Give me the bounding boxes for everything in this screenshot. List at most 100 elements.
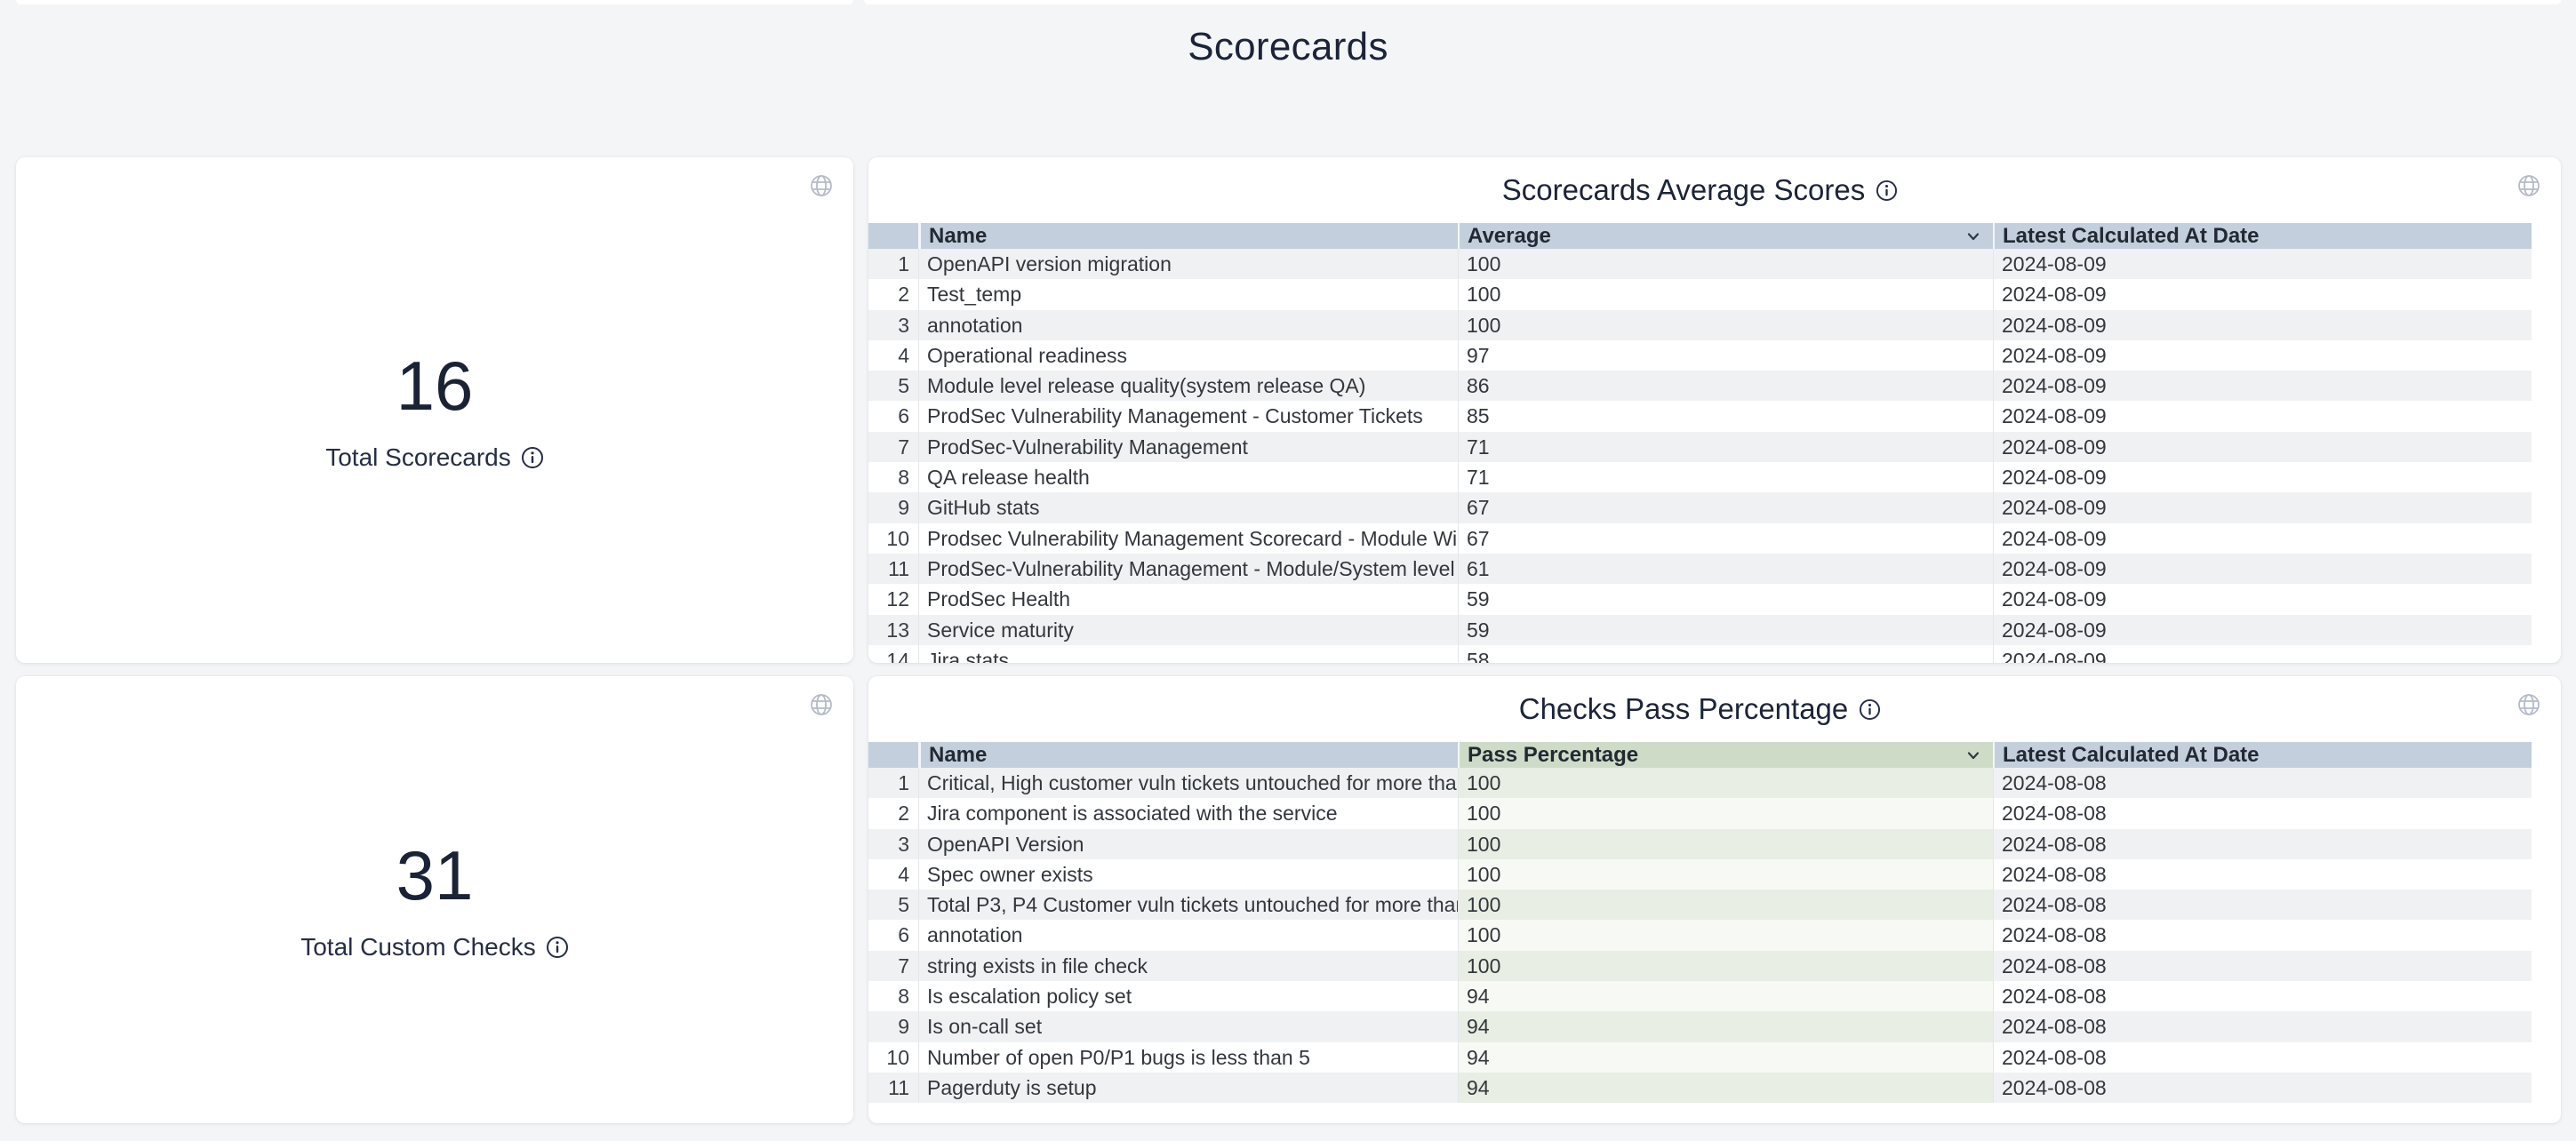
cell-date: 2024-08-08 [1993, 950, 2532, 982]
row-index: 3 [898, 832, 909, 856]
cell-average: 58 [1458, 644, 1993, 663]
info-icon[interactable] [521, 446, 544, 469]
cell-name: Module level release quality(system rele… [918, 371, 1458, 402]
cell-pass-percentage: 100 [1458, 828, 1993, 859]
column-header-name[interactable]: Name [918, 223, 1458, 249]
cell-pass-percentage: 100 [1458, 798, 1993, 829]
cell-name: annotation [918, 309, 1458, 340]
table-row: 2 Test_temp 100 2024-08-09 [868, 279, 2532, 310]
info-icon[interactable] [1876, 180, 1898, 202]
cell-pass-percentage: 100 [1458, 890, 1993, 921]
table-row: 13 Service maturity 59 2024-08-09 [868, 614, 2532, 645]
table-row: 1 Critical, High customer vuln tickets u… [868, 768, 2532, 799]
cell-name: ProdSec Vulnerability Management - Custo… [918, 401, 1458, 432]
cell-date: 2024-08-09 [1993, 279, 2532, 310]
row-index: 7 [898, 435, 909, 459]
clipped-card-above-right [864, 0, 2561, 4]
cell-name: Jira component is associated with the se… [918, 798, 1458, 829]
cell-date: 2024-08-08 [1993, 768, 2532, 799]
cell-date: 2024-08-09 [1993, 309, 2532, 340]
cell-name: annotation [918, 920, 1458, 951]
info-icon[interactable] [546, 936, 569, 959]
chevron-down-icon[interactable] [1964, 746, 1982, 764]
column-header-latest-calculated-at-date[interactable]: Latest Calculated At Date [1993, 742, 2532, 768]
total-scorecards-value: 16 [396, 346, 474, 425]
table-row: 5 Module level release quality(system re… [868, 371, 2532, 402]
cell-average: 59 [1458, 584, 1993, 615]
row-index: 10 [886, 1045, 909, 1069]
column-header-average[interactable]: Average [1458, 223, 1993, 249]
globe-icon[interactable] [2516, 692, 2541, 717]
table-row: 5 Total P3, P4 Customer vuln tickets unt… [868, 890, 2532, 921]
table-row: 9 GitHub stats 67 2024-08-09 [868, 492, 2532, 523]
row-index: 2 [898, 283, 909, 307]
cell-average: 59 [1458, 614, 1993, 645]
row-index: 13 [886, 618, 909, 642]
cell-date: 2024-08-09 [1993, 249, 2532, 280]
table-header-row: Name Pass Percentage Latest Calculated A… [868, 742, 2532, 768]
row-index: 11 [888, 1075, 909, 1099]
info-icon[interactable] [1859, 698, 1881, 721]
row-index: 8 [898, 466, 909, 490]
row-index: 11 [888, 556, 909, 580]
cell-date: 2024-08-09 [1993, 371, 2532, 402]
cell-average: 67 [1458, 523, 1993, 554]
cell-average: 61 [1458, 553, 1993, 585]
cell-average: 71 [1458, 462, 1993, 493]
table-row: 2 Jira component is associated with the … [868, 798, 2532, 829]
cell-date: 2024-08-09 [1993, 614, 2532, 645]
cell-average: 85 [1458, 401, 1993, 432]
cell-name: Total P3, P4 Customer vuln tickets untou… [918, 890, 1458, 921]
cell-name: Is escalation policy set [918, 981, 1458, 1012]
cell-date: 2024-08-09 [1993, 553, 2532, 585]
cell-date: 2024-08-09 [1993, 401, 2532, 432]
cell-name: string exists in file check [918, 950, 1458, 982]
table-row: 1 OpenAPI version migration 100 2024-08-… [868, 249, 2532, 280]
row-index: 5 [898, 893, 909, 917]
table-row: 9 Is on-call set 94 2024-08-08 [868, 1011, 2532, 1042]
chevron-down-icon[interactable] [1964, 227, 1982, 245]
row-index: 10 [886, 526, 909, 550]
cell-name: ProdSec-Vulnerability Management [918, 431, 1458, 463]
row-index: 1 [898, 252, 909, 275]
column-header-index [868, 223, 918, 249]
cell-date: 2024-08-08 [1993, 798, 2532, 829]
row-index: 6 [898, 923, 909, 947]
cell-date: 2024-08-08 [1993, 981, 2532, 1012]
cell-name: Is on-call set [918, 1011, 1458, 1042]
cell-name: Critical, High customer vuln tickets unt… [918, 768, 1458, 799]
row-index: 7 [898, 953, 909, 977]
cell-average: 71 [1458, 431, 1993, 463]
column-header-name[interactable]: Name [918, 742, 1458, 768]
column-header-pass-percentage[interactable]: Pass Percentage [1458, 742, 1993, 768]
table-row: 4 Operational readiness 97 2024-08-09 [868, 339, 2532, 371]
cell-date: 2024-08-09 [1993, 644, 2532, 663]
table-row: 3 OpenAPI Version 100 2024-08-08 [868, 828, 2532, 859]
cell-name: Jira stats [918, 644, 1458, 663]
cell-pass-percentage: 100 [1458, 768, 1993, 799]
cell-name: GitHub stats [918, 492, 1458, 523]
cell-name: QA release health [918, 462, 1458, 493]
total-custom-checks-card: 31 Total Custom Checks [16, 676, 853, 1123]
cell-average: 86 [1458, 371, 1993, 402]
cell-date: 2024-08-09 [1993, 523, 2532, 554]
table-row: 7 string exists in file check 100 2024-0… [868, 950, 2532, 982]
cell-name: Spec owner exists [918, 858, 1458, 890]
globe-icon[interactable] [809, 692, 834, 717]
row-index: 3 [898, 313, 909, 337]
globe-icon[interactable] [2516, 173, 2541, 198]
cell-date: 2024-08-08 [1993, 1041, 2532, 1073]
cell-name: Prodsec Vulnerability Management Scoreca… [918, 523, 1458, 554]
table-row: 8 QA release health 71 2024-08-09 [868, 462, 2532, 493]
globe-icon[interactable] [809, 173, 834, 198]
cell-date: 2024-08-08 [1993, 920, 2532, 951]
row-index: 9 [898, 496, 909, 520]
cell-average: 97 [1458, 339, 1993, 371]
cell-average: 100 [1458, 279, 1993, 310]
table-row: 7 ProdSec-Vulnerability Management 71 20… [868, 431, 2532, 463]
cell-name: ProdSec Health [918, 584, 1458, 615]
table-row: 11 ProdSec-Vulnerability Management - Mo… [868, 553, 2532, 585]
cell-name: ProdSec-Vulnerability Management - Modul… [918, 553, 1458, 585]
cell-name: Pagerduty is setup [918, 1072, 1458, 1104]
column-header-latest-calculated-at-date[interactable]: Latest Calculated At Date [1993, 223, 2532, 249]
